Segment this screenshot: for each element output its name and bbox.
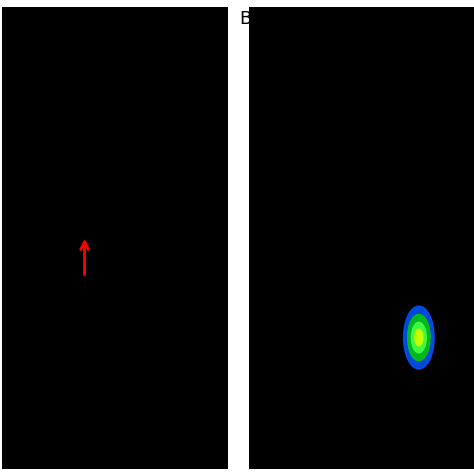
Circle shape: [408, 314, 430, 361]
Circle shape: [411, 322, 426, 353]
Circle shape: [403, 306, 434, 369]
Circle shape: [415, 329, 423, 346]
Text: B: B: [239, 10, 251, 28]
